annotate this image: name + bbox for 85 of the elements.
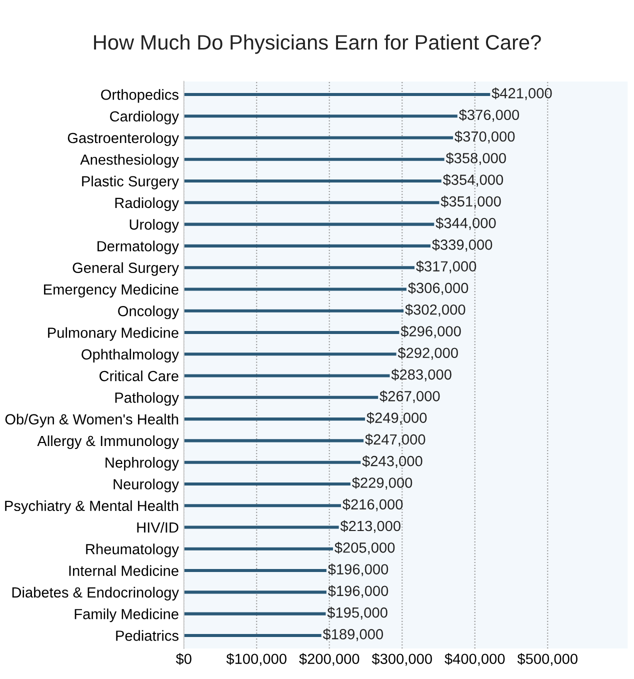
y-tick-label: Allergy & Immunology bbox=[37, 435, 179, 450]
bar bbox=[184, 396, 378, 399]
bar bbox=[184, 222, 434, 226]
data-label: $296,000 bbox=[400, 325, 461, 338]
bar bbox=[184, 590, 326, 594]
data-label: $376,000 bbox=[458, 109, 520, 122]
chart-title: How Much Do Physicians Earn for Patient Care? bbox=[94, 34, 541, 54]
bar bbox=[184, 460, 361, 464]
y-tick-label: Neurology bbox=[114, 478, 179, 492]
data-label: $267,000 bbox=[380, 390, 440, 404]
bar bbox=[184, 634, 322, 637]
x-tick-label: $0 bbox=[176, 653, 192, 665]
data-label: $370,000 bbox=[454, 130, 515, 144]
bar bbox=[184, 180, 442, 183]
y-tick-label: Nephrology bbox=[106, 457, 179, 471]
data-label: $196,000 bbox=[328, 585, 388, 598]
bar bbox=[184, 569, 326, 572]
x-tick-label: $500,000 bbox=[517, 653, 578, 666]
bar bbox=[184, 266, 414, 270]
y-tick-label: Pulmonary Medicine bbox=[48, 327, 178, 341]
y-tick-label: HIV/ID bbox=[137, 522, 178, 533]
data-label: $243,000 bbox=[362, 455, 422, 468]
bar bbox=[184, 352, 396, 356]
data-label: $344,000 bbox=[436, 217, 496, 230]
y-tick-label: Emergency Medicine bbox=[44, 284, 178, 298]
data-label: $306,000 bbox=[408, 282, 468, 295]
data-label: $247,000 bbox=[365, 434, 426, 446]
bar bbox=[184, 288, 406, 291]
y-tick-label: Urology bbox=[130, 219, 179, 233]
y-tick-label: Dermatology bbox=[98, 240, 179, 254]
data-label: $216,000 bbox=[342, 498, 403, 512]
data-label: $358,000 bbox=[446, 152, 506, 166]
y-tick-label: Pediatrics bbox=[116, 630, 178, 641]
bar bbox=[184, 482, 350, 486]
data-label: $249,000 bbox=[366, 412, 427, 425]
data-label: $196,000 bbox=[328, 564, 388, 576]
y-tick-label: Psychiatry & Mental Health bbox=[5, 500, 178, 514]
data-label: $317,000 bbox=[416, 260, 476, 274]
bar bbox=[184, 504, 342, 508]
bar bbox=[184, 612, 326, 616]
bar bbox=[184, 158, 444, 161]
data-label: $351,000 bbox=[440, 196, 501, 208]
bar bbox=[184, 439, 364, 442]
data-label: $302,000 bbox=[405, 304, 466, 316]
bar bbox=[184, 114, 458, 118]
y-tick-label: Rheumatology bbox=[86, 544, 179, 558]
bar bbox=[184, 244, 430, 248]
y-tick-label: Gastroenterology bbox=[68, 132, 179, 146]
data-label: $205,000 bbox=[334, 542, 395, 555]
data-label: $213,000 bbox=[340, 520, 400, 533]
y-tick-label: Diabetes & Endocrinology bbox=[12, 586, 179, 600]
y-tick-label: Plastic Surgery bbox=[82, 176, 179, 190]
bar bbox=[184, 136, 454, 140]
bar bbox=[184, 330, 400, 334]
bar bbox=[184, 547, 334, 550]
data-label: $283,000 bbox=[391, 368, 452, 382]
y-tick-label: Critical Care bbox=[100, 370, 178, 382]
x-tick-label: $300,000 bbox=[372, 653, 432, 666]
bar bbox=[184, 201, 440, 204]
y-tick-label: Oncology bbox=[118, 306, 179, 320]
y-tick-label: Anesthesiology bbox=[80, 154, 179, 168]
x-tick-label: $400,000 bbox=[444, 653, 505, 666]
data-label: $354,000 bbox=[442, 174, 504, 187]
data-label: $189,000 bbox=[322, 628, 384, 642]
y-tick-label: Internal Medicine bbox=[69, 565, 178, 576]
data-label: $421,000 bbox=[492, 87, 552, 100]
x-tick-label: $200,000 bbox=[299, 653, 360, 666]
x-tick-label: $100,000 bbox=[226, 653, 286, 666]
y-tick-label: Radiology bbox=[115, 197, 179, 211]
data-label: $195,000 bbox=[327, 606, 388, 620]
bar bbox=[184, 526, 339, 529]
bar bbox=[184, 418, 366, 421]
y-tick-label: Ob/Gyn & Women's Health bbox=[5, 414, 178, 428]
data-label: $229,000 bbox=[352, 476, 412, 490]
bar bbox=[184, 374, 390, 378]
y-tick-label: General Surgery bbox=[72, 262, 179, 276]
y-tick-label: Cardiology bbox=[110, 110, 179, 124]
data-label: $339,000 bbox=[432, 238, 492, 252]
bar bbox=[184, 92, 490, 96]
y-tick-label: Ophthalmology bbox=[82, 348, 179, 362]
y-tick-label: Orthopedics bbox=[101, 89, 178, 103]
y-tick-label: Family Medicine bbox=[74, 608, 178, 622]
bar bbox=[184, 309, 404, 312]
y-tick-label: Pathology bbox=[115, 392, 179, 406]
data-label: $292,000 bbox=[398, 347, 458, 360]
